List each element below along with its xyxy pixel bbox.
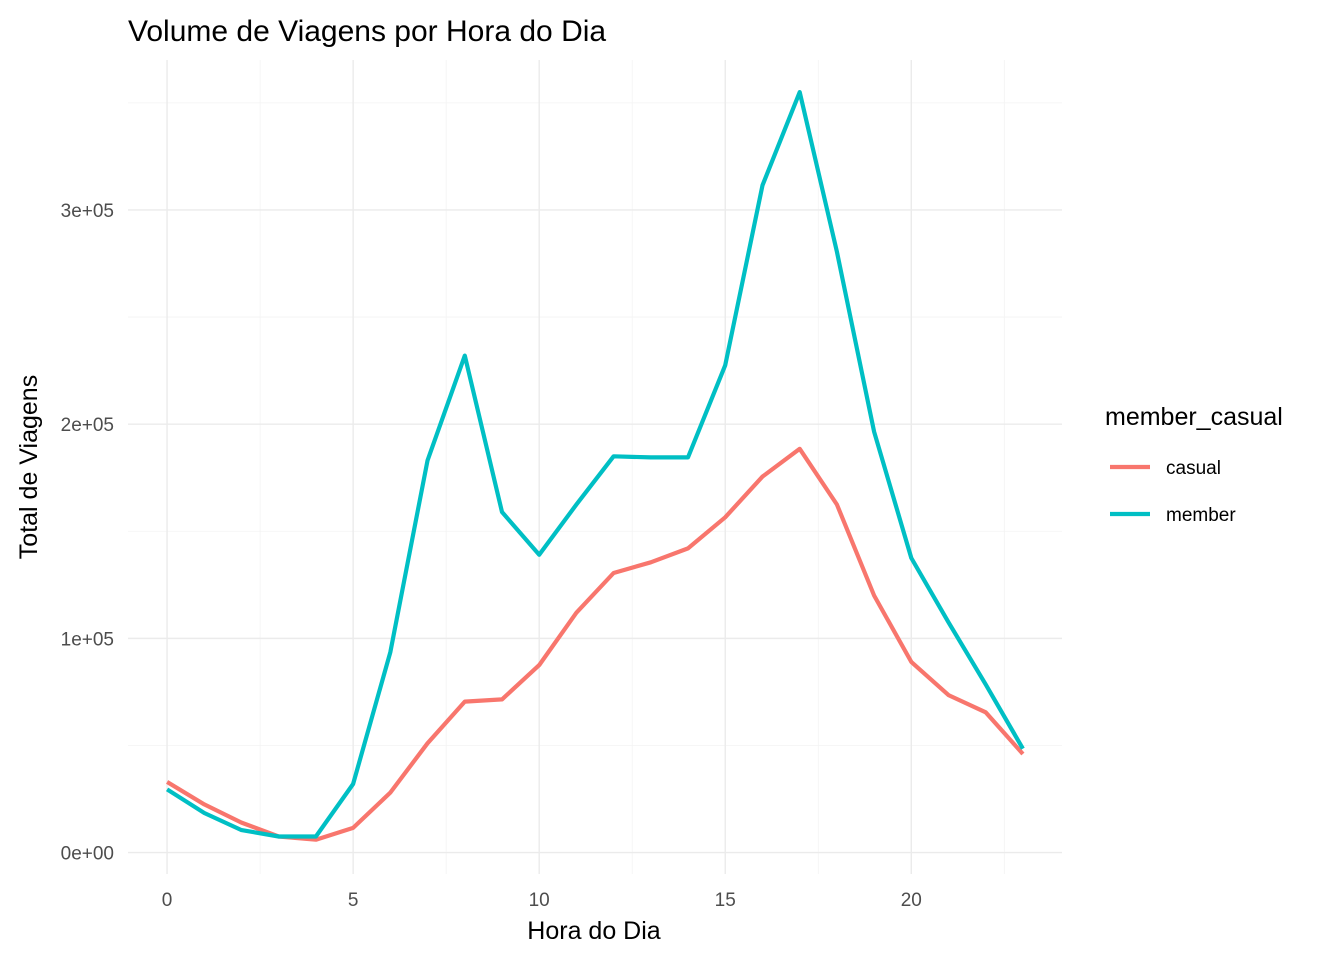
y-tick-label: 2e+05 bbox=[61, 415, 114, 436]
x-tick-label: 10 bbox=[529, 890, 550, 911]
x-tick-label: 20 bbox=[901, 890, 922, 911]
legend-title: member_casual bbox=[1105, 403, 1283, 431]
y-tick-label: 1e+05 bbox=[61, 629, 114, 650]
x-tick-label: 15 bbox=[715, 890, 736, 911]
x-tick-label: 5 bbox=[348, 890, 359, 911]
series-line-casual bbox=[166, 446, 1025, 842]
chart-title: Volume de Viagens por Hora do Dia bbox=[128, 15, 606, 48]
series-line-member bbox=[165, 89, 1025, 839]
x-tick-label: 0 bbox=[162, 890, 173, 911]
y-axis-title: Total de Viagens bbox=[15, 375, 43, 559]
x-axis-tick-labels: 0 5 10 15 20 bbox=[162, 890, 922, 911]
y-tick-label: 0e+00 bbox=[61, 844, 114, 865]
legend-label-member: member bbox=[1166, 505, 1236, 526]
x-axis-title: Hora do Dia bbox=[527, 917, 660, 945]
minor-gridlines bbox=[128, 60, 1062, 874]
legend-label-casual: casual bbox=[1166, 458, 1221, 479]
y-tick-label: 3e+05 bbox=[61, 201, 114, 222]
series-lines bbox=[165, 89, 1025, 842]
legend: member_casual casual member bbox=[1105, 403, 1283, 526]
major-gridlines bbox=[128, 60, 1062, 874]
legend-items: casual member bbox=[1110, 458, 1236, 526]
y-axis-tick-labels: 0e+00 1e+05 2e+05 3e+05 bbox=[61, 201, 114, 865]
